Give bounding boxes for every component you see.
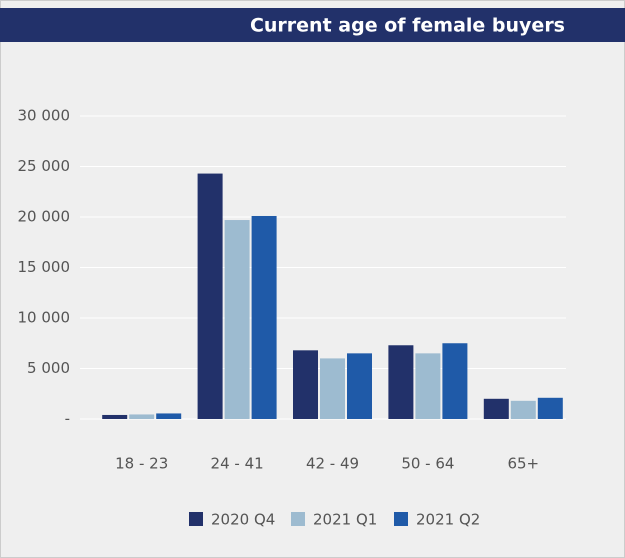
bar: [102, 414, 128, 419]
x-tick-label: 65+: [507, 455, 539, 473]
x-tick-label: 18 - 23: [115, 455, 168, 473]
bar: [156, 413, 182, 419]
bar: [224, 220, 250, 419]
y-tick-label: 10 000: [18, 309, 71, 327]
x-tick-label: 42 - 49: [306, 455, 359, 473]
bar: [510, 400, 536, 419]
legend-swatch: [394, 512, 408, 526]
bar: [442, 343, 468, 419]
bar: [197, 173, 223, 419]
title-bar: [0, 8, 625, 42]
bar: [293, 350, 318, 419]
chart-title: Current age of female buyers: [250, 15, 565, 37]
y-tick-label: 30 000: [18, 107, 71, 125]
y-tick-label: 25 000: [18, 157, 71, 175]
bar: [347, 353, 372, 419]
y-tick-label: -: [65, 410, 70, 428]
legend-label: 2021 Q1: [313, 511, 377, 529]
y-tick-label: 15 000: [18, 258, 71, 276]
x-tick-label: 50 - 64: [401, 455, 454, 473]
legend-label: 2020 Q4: [211, 511, 275, 529]
y-tick-label: 5 000: [27, 359, 70, 377]
legend-label: 2021 Q2: [416, 511, 480, 529]
bar: [251, 215, 277, 419]
bar: [537, 397, 563, 419]
bar: [388, 345, 414, 419]
legend-swatch: [291, 512, 305, 526]
y-tick-label: 20 000: [18, 208, 71, 226]
bar: [320, 358, 345, 419]
bar: [415, 353, 441, 419]
bar: [483, 398, 509, 419]
x-tick-label: 24 - 41: [211, 455, 264, 473]
legend-swatch: [189, 512, 203, 526]
bar: [129, 414, 155, 419]
